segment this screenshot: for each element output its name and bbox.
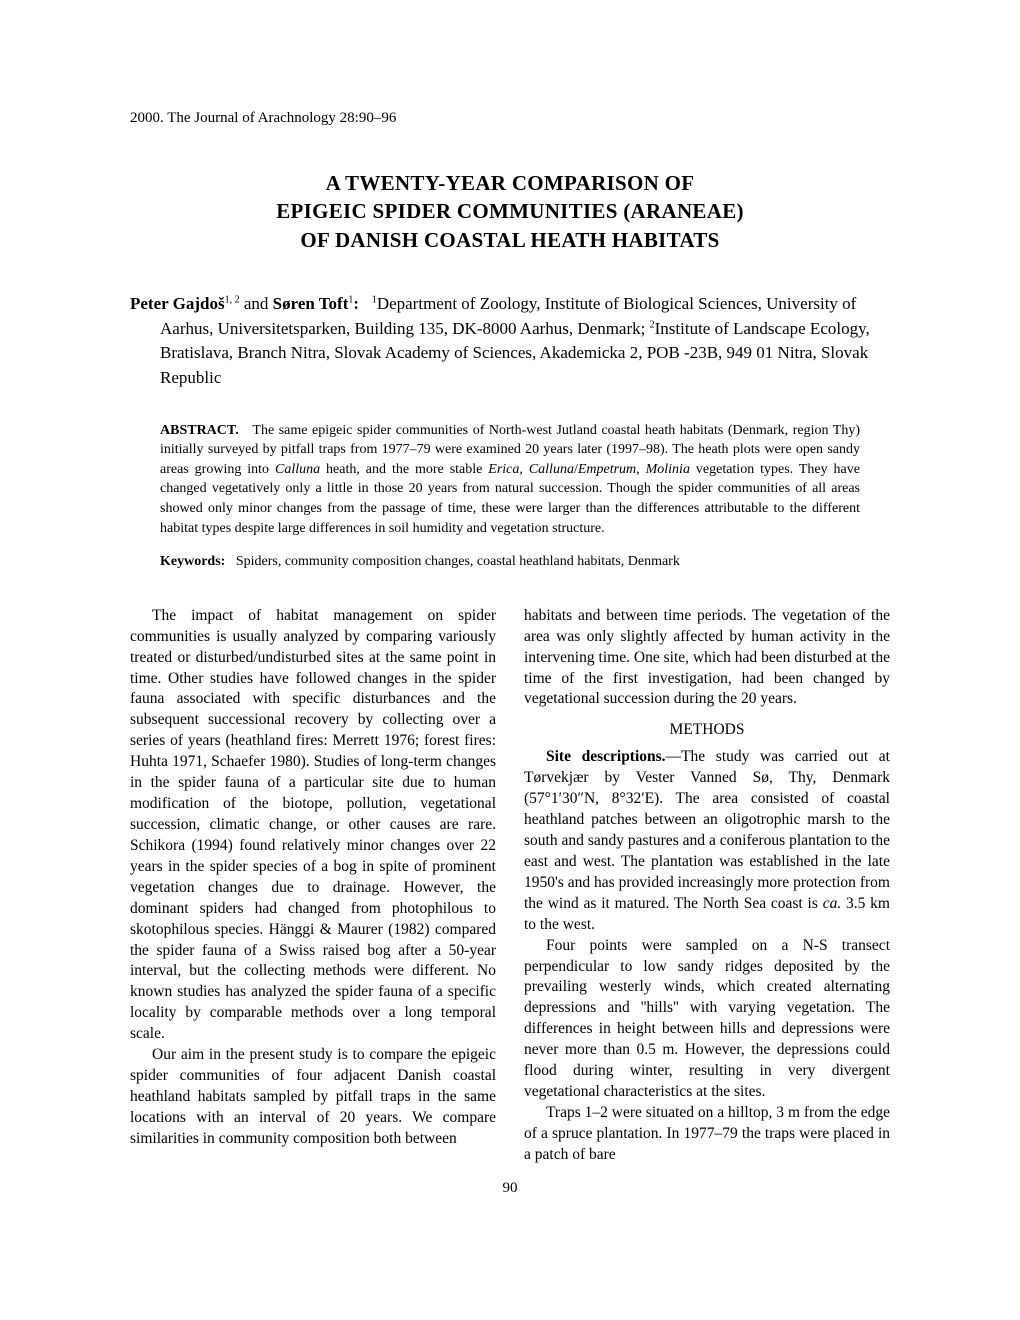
- running-header: 2000. The Journal of Arachnology 28:90–9…: [130, 110, 890, 127]
- body-columns: The impact of habitat management on spid…: [130, 606, 890, 1166]
- keywords-label: Keywords:: [160, 554, 225, 569]
- methods-p1-a: —The study was carried out at Tørvekjær …: [524, 748, 890, 911]
- methods-para-1: Site descriptions.—The study was carried…: [524, 747, 890, 935]
- abstract-italic-3: Calluna: [529, 462, 574, 477]
- keywords-text: Spiders, community composition changes, …: [236, 554, 680, 569]
- abstract-italic-2: Erica: [488, 462, 519, 477]
- authors-conj: and: [240, 294, 273, 313]
- abstract-text-c: ,: [519, 462, 528, 477]
- abstract-label: ABSTRACT.: [160, 423, 239, 438]
- intro-para-2-cont: habitats and between time periods. The v…: [524, 606, 890, 711]
- left-column: The impact of habitat management on spid…: [130, 606, 496, 1166]
- abstract-text-e: ,: [636, 462, 645, 477]
- intro-para-2: Our aim in the present study is to compa…: [130, 1045, 496, 1150]
- page-number: 90: [130, 1180, 890, 1197]
- right-column: habitats and between time periods. The v…: [524, 606, 890, 1166]
- abstract: ABSTRACT. The same epigeic spider commun…: [160, 421, 860, 539]
- methods-para-2: Four points were sampled on a N-S transe…: [524, 936, 890, 1103]
- abstract-italic-4: Empetrum: [578, 462, 636, 477]
- author-2: Søren Toft: [273, 294, 349, 313]
- title-line-3: OF DANISH COASTAL HEATH HABITATS: [130, 226, 890, 254]
- site-desc-label: Site descriptions.: [546, 748, 666, 765]
- author-1: Peter Gajdoš: [130, 294, 225, 313]
- authors-colon: :: [353, 294, 359, 313]
- author-1-sup: 1, 2: [225, 294, 240, 305]
- title-line-2: EPIGEIC SPIDER COMMUNITIES (ARANEAE): [130, 197, 890, 225]
- title-line-1: A TWENTY-YEAR COMPARISON OF: [130, 169, 890, 197]
- authors-affiliations: Peter Gajdoš1, 2 and Søren Toft1: 1Depar…: [130, 292, 890, 391]
- intro-para-1: The impact of habitat management on spid…: [130, 606, 496, 1045]
- methods-para-3: Traps 1–2 were situated on a hilltop, 3 …: [524, 1103, 890, 1166]
- keywords: Keywords: Spiders, community composition…: [160, 552, 860, 572]
- article-title: A TWENTY-YEAR COMPARISON OF EPIGEIC SPID…: [130, 169, 890, 254]
- abstract-italic-1: Calluna: [275, 462, 320, 477]
- abstract-text-b: heath, and the more stable: [320, 462, 488, 477]
- page: 2000. The Journal of Arachnology 28:90–9…: [0, 0, 1020, 1257]
- methods-p1-italic: ca.: [823, 895, 842, 912]
- abstract-italic-5: Molinia: [646, 462, 690, 477]
- methods-heading: METHODS: [524, 720, 890, 741]
